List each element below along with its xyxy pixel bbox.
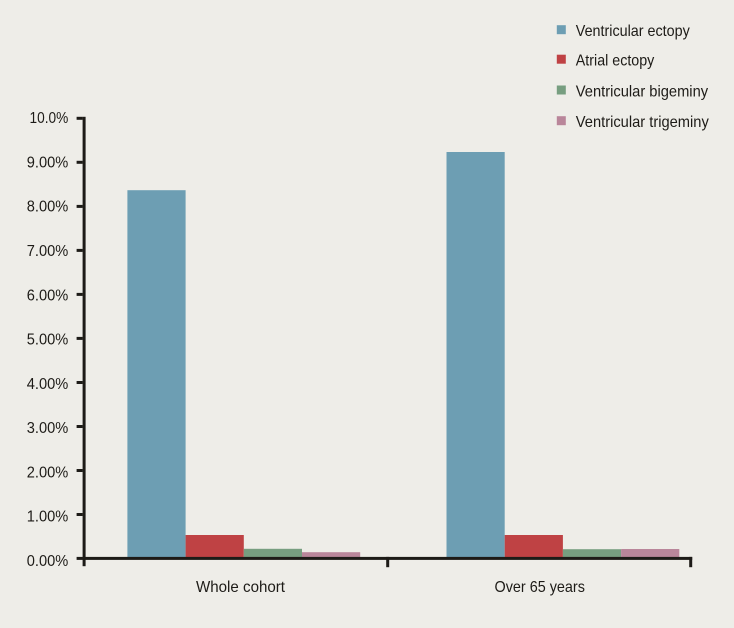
svg-text:5.00%: 5.00% bbox=[27, 332, 69, 349]
svg-text:3.00%: 3.00% bbox=[27, 420, 69, 437]
svg-text:Ventricular bigeminy: Ventricular bigeminy bbox=[576, 83, 708, 100]
svg-text:Over 65 years: Over 65 years bbox=[495, 579, 586, 596]
svg-text:8.00%: 8.00% bbox=[27, 199, 69, 216]
svg-text:6.00%: 6.00% bbox=[27, 287, 69, 304]
svg-text:0.00%: 0.00% bbox=[27, 553, 69, 570]
svg-text:7.00%: 7.00% bbox=[27, 243, 69, 260]
svg-text:Whole cohort: Whole cohort bbox=[196, 579, 286, 596]
svg-text:1.00%: 1.00% bbox=[27, 509, 69, 526]
svg-text:9.00%: 9.00% bbox=[27, 154, 69, 171]
svg-text:10.0%: 10.0% bbox=[30, 110, 69, 127]
svg-text:Atrial ectopy: Atrial ectopy bbox=[576, 53, 655, 70]
svg-text:2.00%: 2.00% bbox=[27, 464, 69, 481]
svg-text:4.00%: 4.00% bbox=[27, 376, 69, 393]
svg-text:Ventricular trigeminy: Ventricular trigeminy bbox=[576, 114, 709, 131]
svg-text:Ventricular ectopy: Ventricular ectopy bbox=[576, 23, 690, 40]
